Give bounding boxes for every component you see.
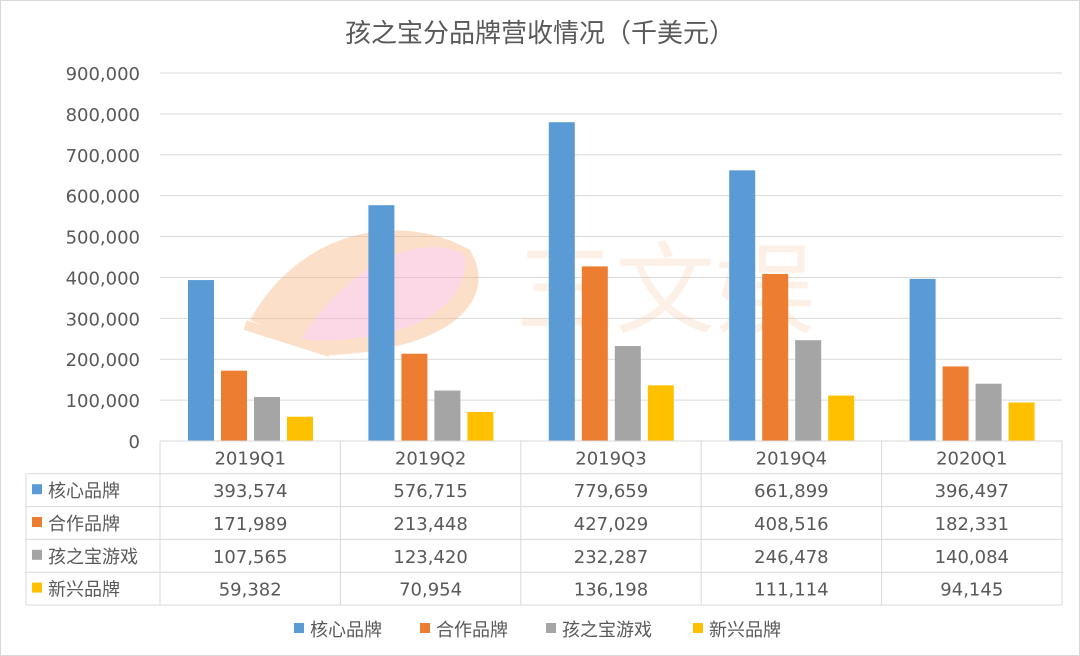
x-category-label: 2019Q2 xyxy=(395,448,466,469)
data-label: 171,989 xyxy=(213,514,287,535)
y-tick-label: 200,000 xyxy=(66,350,140,371)
legend-label: 合作品牌 xyxy=(436,620,508,641)
data-label: 246,478 xyxy=(754,547,828,568)
legend-swatch xyxy=(546,623,556,633)
bar xyxy=(221,370,247,441)
x-category-label: 2019Q1 xyxy=(214,448,285,469)
legend-key xyxy=(32,484,42,495)
bar xyxy=(975,383,1002,441)
x-category-label: 2019Q4 xyxy=(756,448,827,469)
data-label: 232,287 xyxy=(574,547,648,568)
bar xyxy=(729,170,756,441)
bar xyxy=(795,340,822,441)
y-tick-label: 600,000 xyxy=(66,187,140,208)
y-tick-label: 800,000 xyxy=(66,105,140,126)
bar xyxy=(647,385,674,441)
bar xyxy=(614,346,641,441)
y-tick-label: 400,000 xyxy=(66,268,140,289)
table-row-label: 孩之宝游戏 xyxy=(48,547,138,568)
data-label: 213,448 xyxy=(393,514,467,535)
bar xyxy=(434,390,461,441)
data-label: 59,382 xyxy=(219,580,282,601)
legend-label: 新兴品牌 xyxy=(709,620,781,641)
bar xyxy=(1008,402,1035,441)
table-row-label: 新兴品牌 xyxy=(48,580,120,601)
bar xyxy=(942,366,969,441)
legend-label: 孩之宝游戏 xyxy=(562,620,652,641)
data-label: 576,715 xyxy=(393,481,467,502)
bar xyxy=(548,122,575,441)
bar xyxy=(287,416,313,441)
data-label: 123,420 xyxy=(393,547,467,568)
data-label: 408,516 xyxy=(754,514,828,535)
legend-swatch xyxy=(693,623,703,633)
data-label: 111,114 xyxy=(754,580,828,601)
y-tick-label: 100,000 xyxy=(66,391,140,412)
x-category-label: 2019Q3 xyxy=(575,448,646,469)
legend-swatch xyxy=(420,623,430,633)
table-row-label: 核心品牌 xyxy=(48,481,120,502)
y-tick-label: 500,000 xyxy=(66,228,140,249)
bar xyxy=(368,205,395,441)
data-label: 661,899 xyxy=(754,481,828,502)
bar xyxy=(909,278,936,441)
data-label: 94,145 xyxy=(940,580,1003,601)
bar xyxy=(581,266,608,441)
legend-key xyxy=(32,517,42,527)
data-label: 107,565 xyxy=(213,547,287,568)
data-label: 182,331 xyxy=(935,514,1009,535)
data-label: 427,029 xyxy=(574,514,648,535)
bar xyxy=(828,395,855,441)
bar xyxy=(188,280,214,441)
legend-key xyxy=(32,549,42,560)
table-row-label: 合作品牌 xyxy=(48,514,120,535)
data-label: 396,497 xyxy=(935,481,1009,502)
legend-swatch xyxy=(294,623,304,633)
bar xyxy=(401,353,428,441)
y-tick-label: 700,000 xyxy=(66,146,140,167)
data-label: 393,574 xyxy=(213,481,287,502)
x-category-label: 2020Q1 xyxy=(936,448,1007,469)
data-label: 140,084 xyxy=(935,547,1009,568)
chart-title: 孩之宝分品牌营收情况（千美元） xyxy=(345,19,735,49)
bar xyxy=(254,397,280,441)
bar xyxy=(762,273,789,441)
bar xyxy=(467,411,494,441)
data-label: 136,198 xyxy=(574,580,648,601)
legend-key xyxy=(32,582,42,593)
data-label: 779,659 xyxy=(574,481,648,502)
y-tick-label: 300,000 xyxy=(66,309,140,330)
y-tick-label: 0 xyxy=(129,432,140,453)
legend-label: 核心品牌 xyxy=(310,620,382,641)
y-tick-label: 900,000 xyxy=(66,64,140,85)
data-label: 70,954 xyxy=(399,580,462,601)
